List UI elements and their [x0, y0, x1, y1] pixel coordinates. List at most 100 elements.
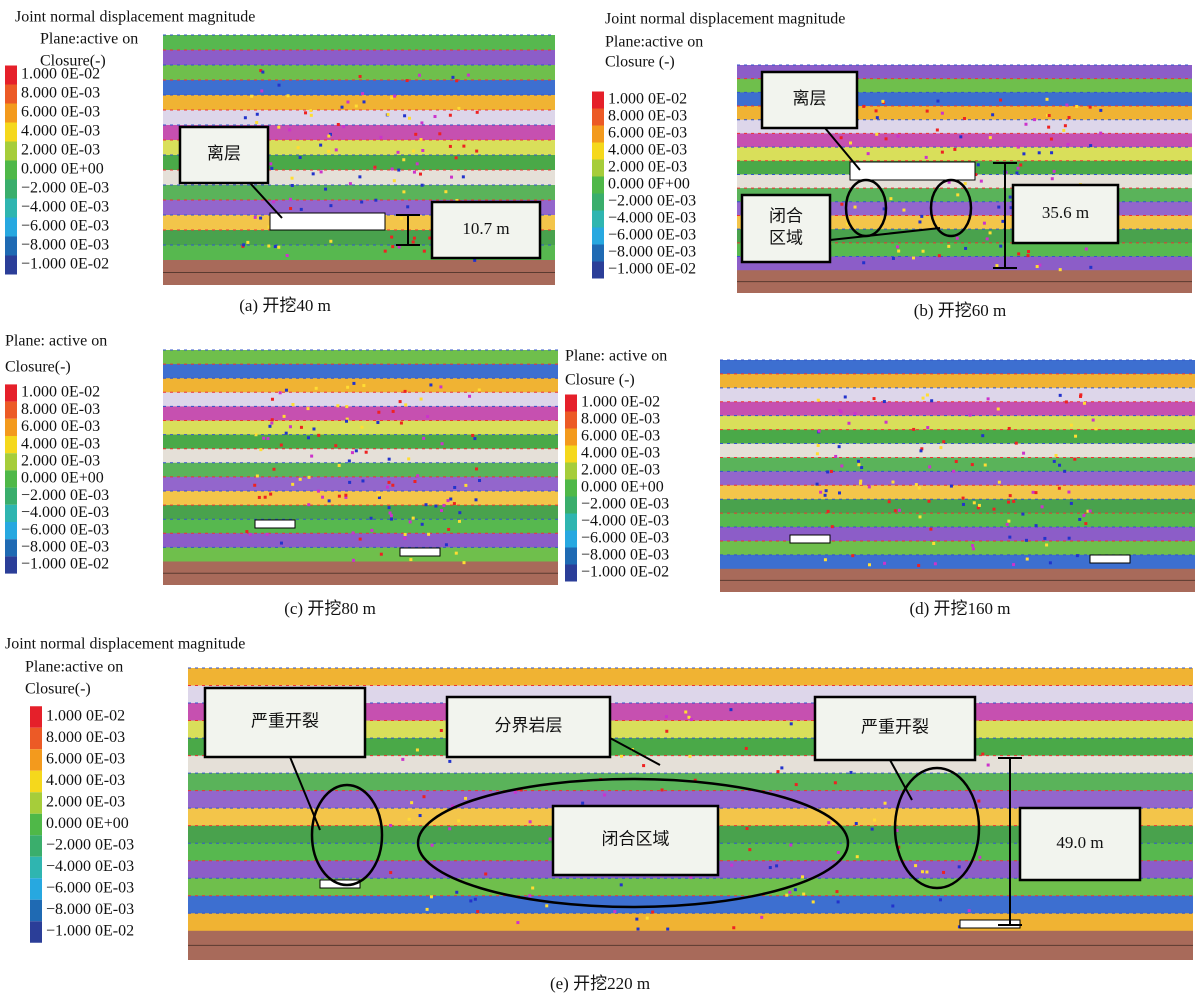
crack-mark: [388, 481, 391, 484]
legend-label: 8.000 0E-03: [46, 729, 125, 746]
crack-mark: [915, 483, 918, 486]
crack-mark: [345, 420, 348, 423]
crack-mark: [1024, 123, 1027, 126]
crack-mark: [850, 771, 853, 774]
crack-mark: [989, 136, 992, 139]
crack-mark: [963, 117, 966, 120]
legend-swatch: [592, 143, 604, 160]
crack-mark: [278, 84, 281, 87]
crack-mark: [475, 467, 478, 470]
crack-mark: [769, 866, 772, 869]
crack-mark: [973, 501, 976, 504]
crack-mark: [397, 169, 400, 172]
legend-label: −6.000 0E-03: [608, 227, 696, 244]
crack-mark: [410, 801, 413, 804]
crack-mark: [1027, 254, 1030, 257]
crack-mark: [359, 538, 362, 541]
crack-mark: [362, 100, 365, 103]
crack-mark: [1085, 247, 1088, 250]
legend-label: −8.000 0E-03: [581, 547, 669, 564]
annotation-text: 分界岩层: [495, 716, 563, 735]
crack-mark: [286, 254, 289, 257]
legend-swatch: [30, 857, 42, 879]
rock-layer: [720, 444, 1195, 458]
annotation-text: 离层: [207, 144, 241, 163]
crack-mark: [253, 484, 256, 487]
crack-mark: [337, 123, 340, 126]
crack-mark: [1064, 124, 1067, 127]
crack-mark: [1012, 500, 1015, 503]
crack-mark: [414, 133, 417, 136]
crack-mark: [419, 138, 422, 141]
crack-mark: [341, 106, 344, 109]
crack-mark: [386, 486, 389, 489]
crack-mark: [1068, 116, 1071, 119]
legend-label: −4.000 0E-03: [21, 199, 109, 216]
crack-mark: [824, 494, 827, 497]
crack-mark: [289, 425, 292, 428]
crack-mark: [272, 200, 275, 203]
separation: [255, 520, 295, 528]
crack-mark: [952, 470, 955, 473]
legend-label: −2.000 0E-03: [21, 180, 109, 197]
crack-mark: [620, 755, 623, 758]
rock-layer: [720, 471, 1195, 485]
crack-mark: [1083, 402, 1086, 405]
rock-layer: [163, 406, 558, 421]
rock-layer: [720, 360, 1195, 374]
crack-mark: [449, 114, 452, 117]
crack-mark: [871, 828, 874, 831]
crack-mark: [442, 504, 445, 507]
crack-mark: [299, 478, 302, 481]
legend-label: 0.000 0E+00: [21, 470, 104, 487]
crack-mark: [388, 506, 391, 509]
crack-mark: [270, 422, 273, 425]
legend-label: 8.000 0E-03: [581, 411, 660, 428]
crack-mark: [925, 870, 928, 873]
crack-mark: [1045, 543, 1048, 546]
crack-mark: [352, 559, 355, 562]
crack-mark: [817, 444, 820, 447]
legend-swatch: [30, 706, 42, 728]
legend-label: −8.000 0E-03: [21, 538, 109, 555]
legend-swatch: [592, 160, 604, 177]
legend-label: −1.000 0E-02: [21, 256, 109, 273]
crack-mark: [921, 870, 924, 873]
rock-layer: [163, 50, 555, 66]
crack-mark: [531, 887, 534, 890]
crack-mark: [440, 509, 443, 512]
crack-mark: [416, 748, 419, 751]
legend-label: −4.000 0E-03: [608, 210, 696, 227]
legend-label: 8.000 0E-03: [608, 108, 687, 125]
crack-mark: [956, 237, 959, 240]
crack-mark: [1067, 143, 1070, 146]
crack-mark: [1009, 494, 1012, 497]
legend-header: Closure (-): [605, 54, 675, 71]
crack-mark: [449, 498, 452, 501]
crack-mark: [902, 209, 905, 212]
crack-mark: [827, 510, 830, 513]
crack-mark: [260, 89, 263, 92]
crack-mark: [545, 904, 548, 907]
caption: (e) 开挖220 m: [550, 974, 650, 993]
crack-mark: [780, 766, 783, 769]
rock-layer: [163, 477, 558, 492]
crack-mark: [977, 800, 980, 803]
crack-mark: [881, 100, 884, 103]
crack-mark: [665, 730, 668, 733]
crack-mark: [528, 894, 531, 897]
crack-mark: [476, 111, 479, 114]
legend-swatch: [592, 194, 604, 211]
crack-mark: [688, 755, 691, 758]
crack-mark: [978, 504, 981, 507]
crack-mark: [335, 148, 338, 151]
crack-mark: [413, 171, 416, 174]
legend-label: −8.000 0E-03: [21, 237, 109, 254]
legend-swatch: [5, 522, 17, 539]
crack-mark: [264, 496, 267, 499]
crack-mark: [360, 426, 363, 429]
crack-mark: [308, 476, 311, 479]
crack-mark: [746, 827, 749, 830]
legend-label: 8.000 0E-03: [21, 85, 100, 102]
crack-mark: [271, 398, 274, 401]
